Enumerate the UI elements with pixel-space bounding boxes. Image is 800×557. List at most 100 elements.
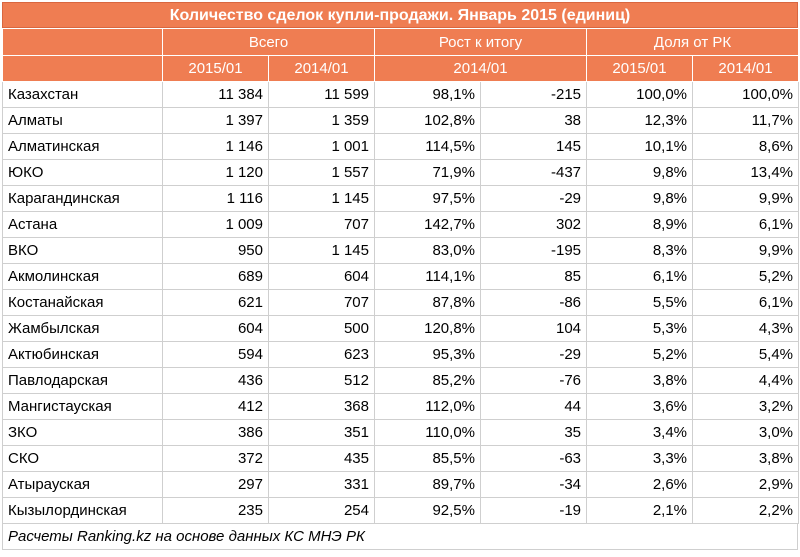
table-row: ЮКО 1 120 1 557 71,9% -437 9,8% 13,4%	[2, 159, 800, 186]
cell-growth-pct: 95,3%	[374, 341, 481, 368]
cell-region: Мангистауская	[2, 393, 163, 420]
cell-total-2014: 368	[268, 393, 375, 420]
cell-growth-abs: 302	[479, 211, 588, 238]
cell-growth-pct: 71,9%	[374, 159, 481, 186]
cell-region: Астана	[2, 211, 163, 238]
sub-header-row: 2015/01 2014/01 2014/01 2015/01 2014/01	[2, 55, 800, 82]
cell-total-2015: 604	[162, 315, 269, 342]
subheader-total-2015: 2015/01	[162, 55, 269, 82]
cell-growth-abs: 104	[479, 315, 588, 342]
cell-growth-abs: -29	[479, 341, 588, 368]
cell-total-2015: 235	[162, 497, 269, 524]
cell-growth-pct: 98,1%	[374, 81, 481, 108]
cell-share-2015: 6,1%	[586, 263, 694, 290]
table-row: Мангистауская 412 368 112,0% 44 3,6% 3,2%	[2, 393, 800, 420]
cell-share-2015: 3,4%	[586, 419, 694, 446]
table-row: Астана 1 009 707 142,7% 302 8,9% 6,1%	[2, 211, 800, 238]
cell-share-2014: 4,3%	[692, 315, 800, 342]
table-row: Актюбинская 594 623 95,3% -29 5,2% 5,4%	[2, 341, 800, 368]
table-row: Карагандинская 1 116 1 145 97,5% -29 9,8% 9,9%	[2, 185, 800, 212]
cell-growth-abs: -29	[479, 185, 588, 212]
cell-share-2015: 2,1%	[586, 497, 694, 524]
cell-total-2015: 436	[162, 367, 269, 394]
cell-share-2014: 2,2%	[692, 497, 800, 524]
footnote: Расчеты Ranking.kz на основе данных КС М…	[2, 524, 798, 550]
cell-share-2014: 5,4%	[692, 341, 800, 368]
cell-growth-pct: 85,5%	[374, 445, 481, 472]
cell-region: Казахстан	[2, 81, 163, 108]
region-subheader-blank	[2, 55, 163, 82]
cell-growth-pct: 120,8%	[374, 315, 481, 342]
table-row: ВКО 950 1 145 83,0% -195 8,3% 9,9%	[2, 237, 800, 264]
table-body: Казахстан 11 384 11 599 98,1% -215 100,0% 100,…	[2, 81, 800, 524]
group-header-share: Доля от РК	[586, 28, 800, 56]
cell-region: ЗКО	[2, 419, 163, 446]
cell-share-2015: 9,8%	[586, 159, 694, 186]
cell-growth-pct: 92,5%	[374, 497, 481, 524]
cell-total-2014: 623	[268, 341, 375, 368]
cell-share-2015: 12,3%	[586, 107, 694, 134]
table-row: ЗКО 386 351 110,0% 35 3,4% 3,0%	[2, 419, 800, 446]
subheader-growth: 2014/01	[373, 55, 588, 82]
cell-total-2015: 372	[162, 445, 269, 472]
cell-total-2014: 512	[268, 367, 375, 394]
cell-region: Алматинская	[2, 133, 163, 160]
cell-share-2014: 9,9%	[692, 237, 800, 264]
cell-growth-pct: 110,0%	[374, 419, 481, 446]
group-header-growth: Рост к итогу	[373, 28, 588, 56]
cell-share-2014: 6,1%	[692, 289, 800, 316]
cell-total-2014: 254	[268, 497, 375, 524]
cell-share-2014: 2,9%	[692, 471, 800, 498]
table-row: Костанайская 621 707 87,8% -86 5,5% 6,1%	[2, 289, 800, 316]
cell-share-2014: 11,7%	[692, 107, 800, 134]
cell-share-2015: 8,9%	[586, 211, 694, 238]
subheader-total-2014: 2014/01	[268, 55, 375, 82]
cell-share-2015: 8,3%	[586, 237, 694, 264]
table-title: Количество сделок купли-продажи. Январь …	[2, 2, 798, 28]
cell-share-2014: 8,6%	[692, 133, 800, 160]
cell-total-2014: 1 359	[268, 107, 375, 134]
cell-total-2014: 1 145	[268, 237, 375, 264]
cell-region: ВКО	[2, 237, 163, 264]
cell-region: Атырауская	[2, 471, 163, 498]
cell-growth-pct: 142,7%	[374, 211, 481, 238]
cell-total-2015: 1 009	[162, 211, 269, 238]
cell-total-2014: 1 145	[268, 185, 375, 212]
region-header-blank	[2, 28, 163, 56]
cell-growth-pct: 83,0%	[374, 237, 481, 264]
table-row: СКО 372 435 85,5% -63 3,3% 3,8%	[2, 445, 800, 472]
cell-growth-abs: -63	[479, 445, 588, 472]
cell-growth-abs: -76	[479, 367, 588, 394]
cell-total-2014: 500	[268, 315, 375, 342]
cell-share-2015: 100,0%	[586, 81, 694, 108]
cell-total-2014: 331	[268, 471, 375, 498]
cell-total-2015: 950	[162, 237, 269, 264]
cell-total-2014: 707	[268, 211, 375, 238]
subheader-share-2015: 2015/01	[586, 55, 694, 82]
cell-region: Акмолинская	[2, 263, 163, 290]
subheader-share-2014: 2014/01	[692, 55, 800, 82]
cell-total-2015: 11 384	[162, 81, 269, 108]
table-row: Кызылординская 235 254 92,5% -19 2,1% 2,2%	[2, 497, 800, 524]
cell-growth-pct: 114,1%	[374, 263, 481, 290]
cell-share-2015: 3,3%	[586, 445, 694, 472]
cell-total-2015: 1 120	[162, 159, 269, 186]
table-row: Алматы 1 397 1 359 102,8% 38 12,3% 11,7%	[2, 107, 800, 134]
cell-region: Жамбылская	[2, 315, 163, 342]
table-row: Павлодарская 436 512 85,2% -76 3,8% 4,4%	[2, 367, 800, 394]
cell-growth-pct: 114,5%	[374, 133, 481, 160]
cell-region: Костанайская	[2, 289, 163, 316]
table-row: Казахстан 11 384 11 599 98,1% -215 100,0% 100,…	[2, 81, 800, 108]
cell-region: Карагандинская	[2, 185, 163, 212]
cell-share-2014: 3,8%	[692, 445, 800, 472]
cell-growth-pct: 112,0%	[374, 393, 481, 420]
cell-growth-abs: 35	[479, 419, 588, 446]
cell-region: Кызылординская	[2, 497, 163, 524]
cell-growth-abs: 38	[479, 107, 588, 134]
cell-share-2015: 3,8%	[586, 367, 694, 394]
cell-share-2015: 5,2%	[586, 341, 694, 368]
cell-total-2014: 1 001	[268, 133, 375, 160]
cell-region: СКО	[2, 445, 163, 472]
cell-total-2015: 297	[162, 471, 269, 498]
